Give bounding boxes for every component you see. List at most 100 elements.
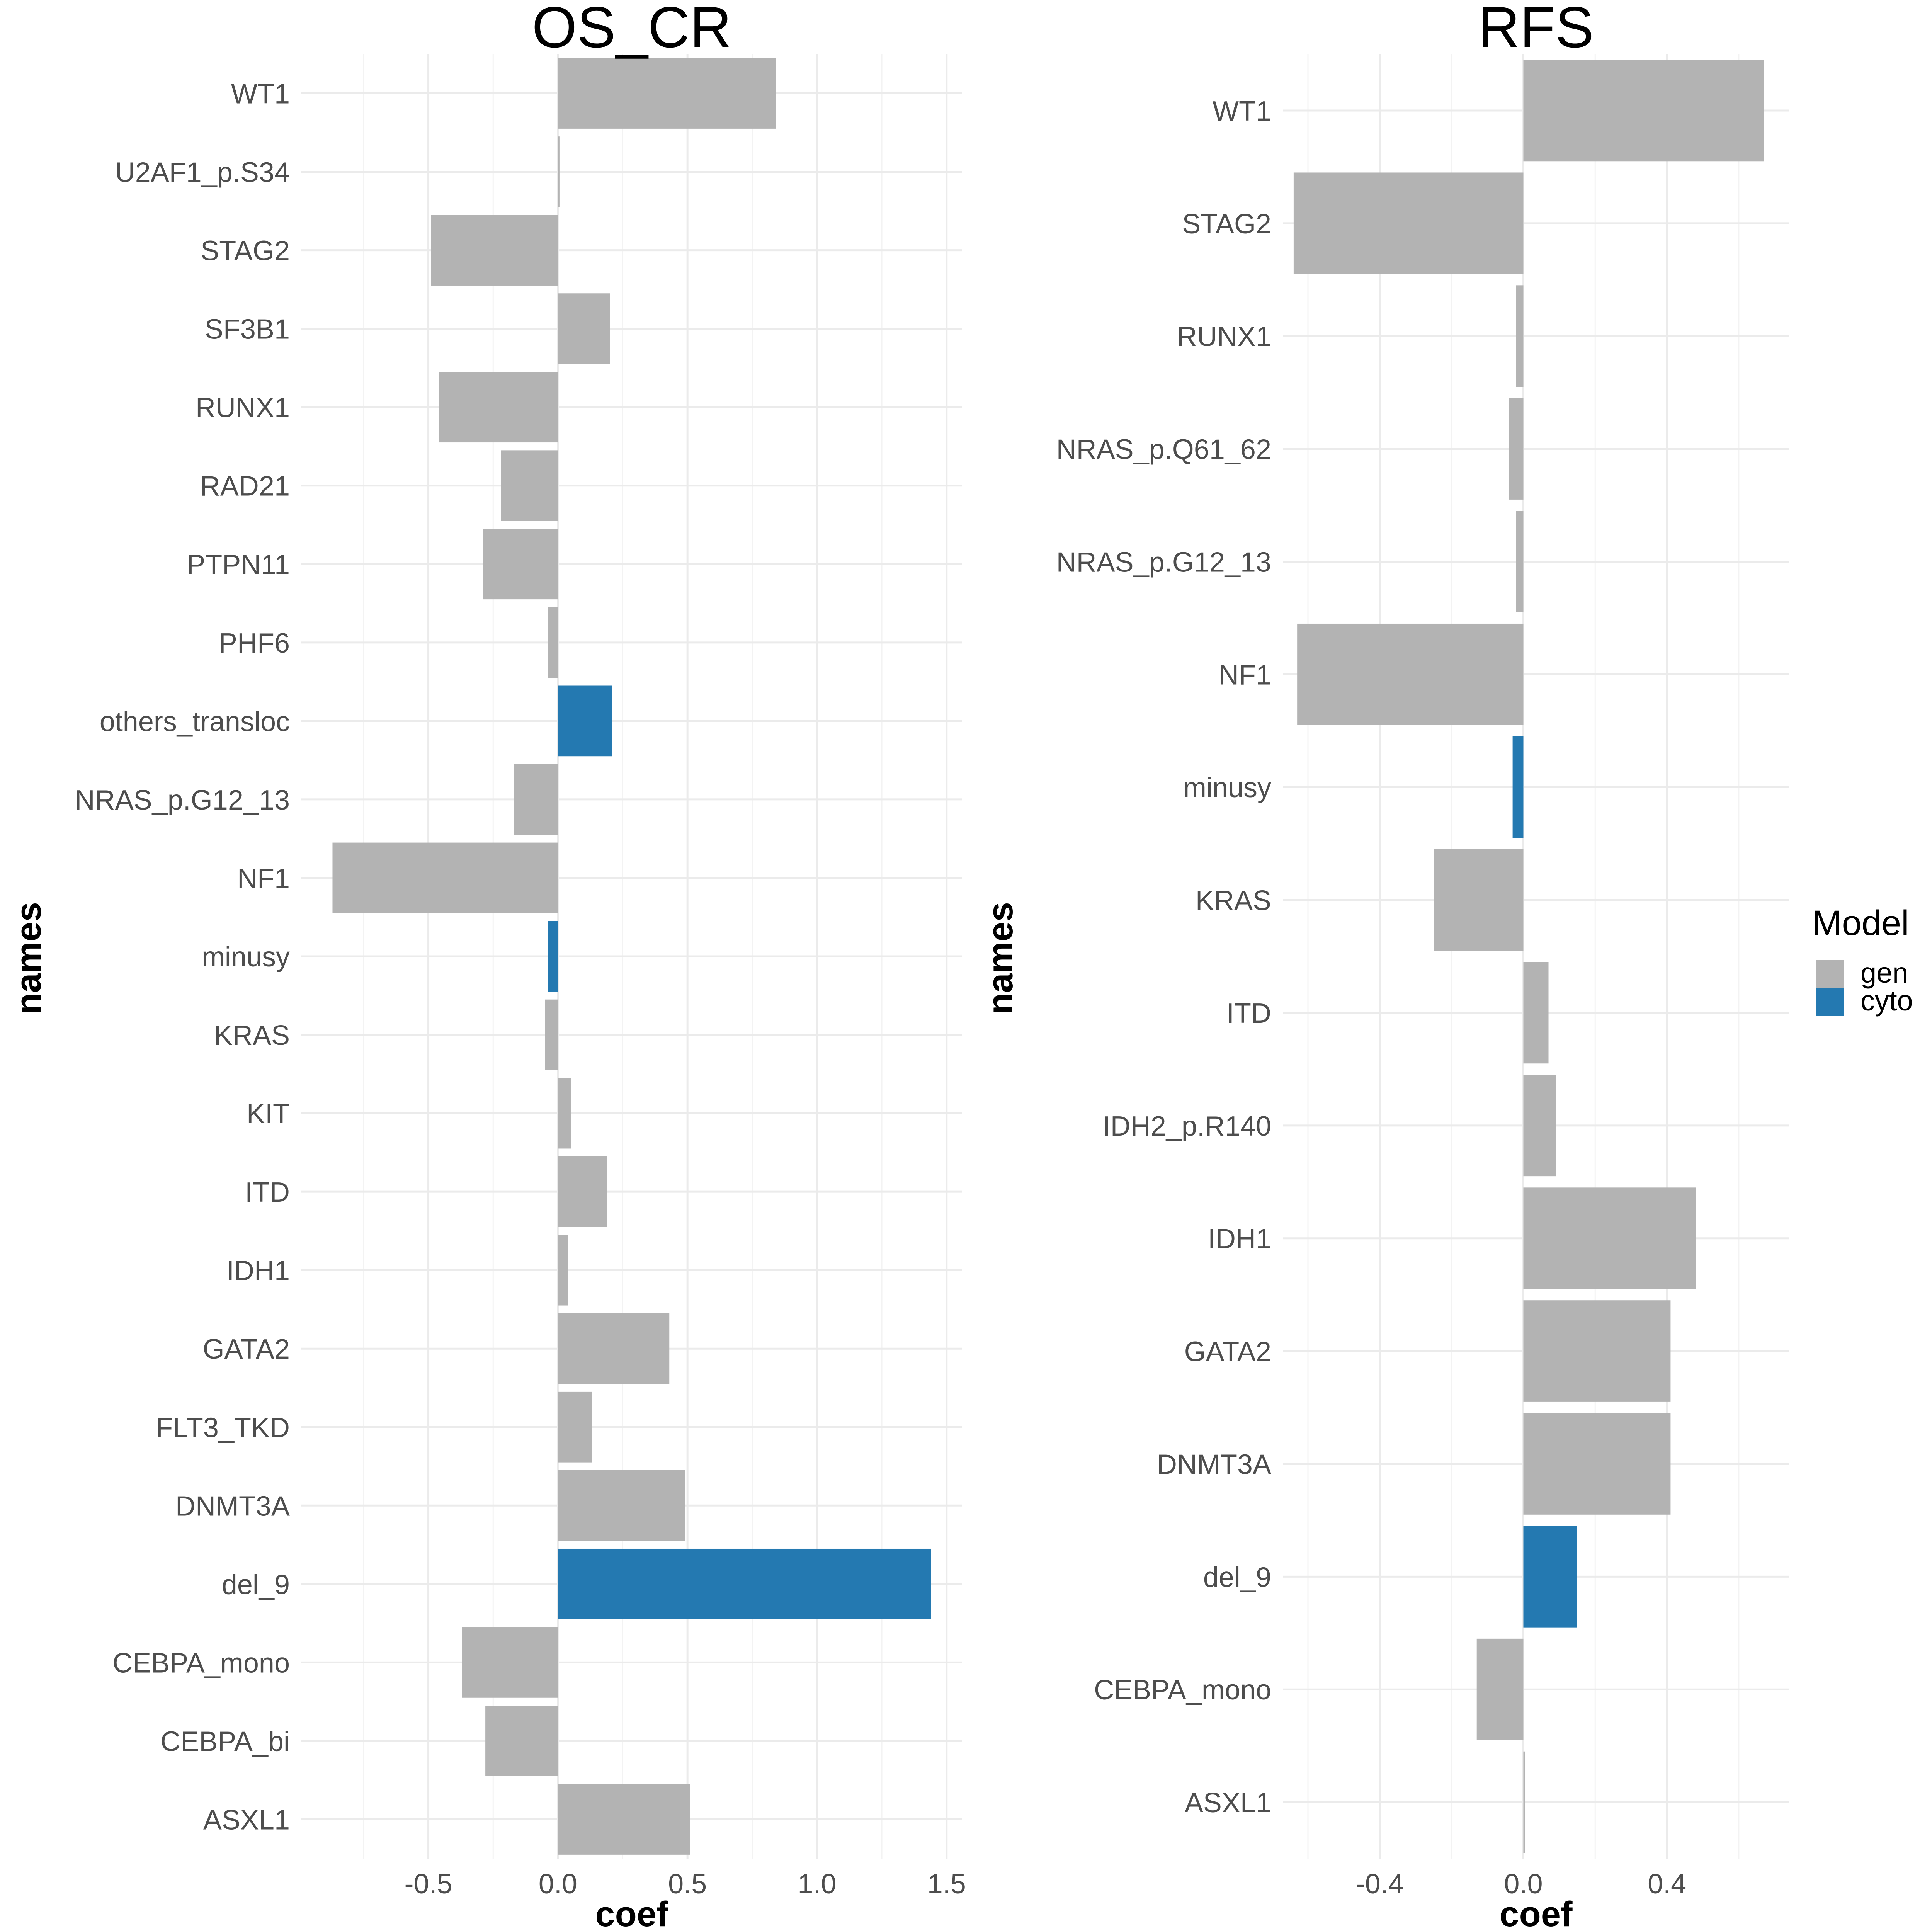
bar-idh2-p-r140 [1523, 1075, 1556, 1177]
ytick-label-nras-p-g12-13: NRAS_p.G12_13 [1056, 547, 1271, 578]
bar-asxl1 [558, 1784, 690, 1855]
legend-title: Model [1812, 903, 1909, 943]
legend-label-gen: gen [1861, 957, 1908, 989]
bar-del-9 [1523, 1526, 1577, 1628]
ytick-label-rad21: RAD21 [200, 471, 290, 502]
chart-title: OS_CR [532, 0, 732, 60]
xtick-label: 0.0 [539, 1869, 577, 1900]
x-axis-label: coef [1499, 1895, 1573, 1932]
ytick-label-runx1: RUNX1 [196, 393, 290, 423]
ytick-label-nf1: NF1 [237, 863, 290, 894]
xtick-label: 1.0 [798, 1869, 836, 1900]
bar-asxl1 [1523, 1751, 1525, 1853]
xtick-label: 1.5 [927, 1869, 966, 1900]
ytick-label-minusy: minusy [1183, 772, 1271, 803]
ytick-label-u2af1-p-s34: U2AF1_p.S34 [115, 157, 290, 188]
ytick-label-itd: ITD [245, 1177, 290, 1208]
xtick-label: 0.4 [1648, 1869, 1686, 1900]
bar-nf1 [332, 842, 558, 913]
bar-nras-p-q61-62 [1509, 398, 1524, 500]
bar-u2af1-p-s34 [558, 136, 560, 207]
bar-dnmt3a [558, 1470, 685, 1541]
x-axis-label: coef [595, 1895, 668, 1932]
ytick-label-del-9: del_9 [222, 1569, 290, 1600]
y-axis-label: names [981, 902, 1020, 1015]
bar-nras-p-g12-13 [1516, 511, 1524, 612]
y-axis-label: names [9, 902, 48, 1015]
ytick-label-kit: KIT [247, 1099, 290, 1129]
ytick-label-dnmt3a: DNMT3A [1157, 1449, 1271, 1480]
bar-minusy [1512, 736, 1524, 838]
legend-swatch-cyto [1816, 988, 1844, 1016]
bar-sf3b1 [558, 293, 610, 364]
bar-kras [1434, 849, 1524, 951]
ytick-label-phf6: PHF6 [219, 628, 290, 659]
bar-gata2 [558, 1313, 670, 1384]
ytick-label-nras-p-q61-62: NRAS_p.Q61_62 [1056, 434, 1271, 465]
ytick-label-itd: ITD [1226, 998, 1271, 1029]
bar-runx1 [439, 372, 558, 443]
bar-cebpa-bi [485, 1706, 558, 1776]
ytick-label-runx1: RUNX1 [1177, 321, 1271, 352]
bar-ptpn11 [483, 529, 558, 600]
bar-itd [558, 1156, 607, 1227]
bar-nf1 [1297, 623, 1524, 725]
ytick-label-idh1: IDH1 [1208, 1224, 1271, 1255]
bar-runx1 [1516, 285, 1524, 387]
xtick-label: 0.5 [668, 1869, 707, 1900]
bar-itd [1523, 962, 1549, 1064]
ytick-label-wt1: WT1 [1213, 96, 1271, 127]
bar-kras [545, 999, 558, 1070]
ytick-label-sf3b1: SF3B1 [205, 314, 290, 345]
bar-gata2 [1523, 1300, 1671, 1402]
bar-stag2 [1293, 172, 1524, 274]
bar-idh1 [558, 1235, 568, 1306]
bar-wt1 [558, 58, 776, 129]
bar-cebpa-mono [462, 1627, 558, 1698]
bar-del-9 [558, 1548, 931, 1619]
rfs-panel: WT1 STAG2 RUNX1 NRAS_p.Q61_62 NRAS_p.G12_13 N… [981, 0, 1789, 1932]
ytick-label-ptpn11: PTPN11 [187, 549, 290, 580]
ytick-label-cebpa-bi: CEBPA_bi [160, 1726, 290, 1757]
bar-flt3-tkd [558, 1391, 592, 1463]
os-cr-panel: WT1 U2AF1_p.S34 STAG2 SF3B1 RUNX1 RAD21 PTPN11… [9, 0, 966, 1932]
xtick-label: -0.5 [405, 1869, 452, 1900]
ytick-label-minusy: minusy [202, 942, 290, 973]
ytick-label-flt3-tkd: FLT3_TKD [156, 1412, 290, 1443]
bar-stag2 [431, 215, 558, 286]
ytick-label-gata2: GATA2 [1184, 1337, 1271, 1367]
ytick-label-dnmt3a: DNMT3A [175, 1491, 290, 1522]
legend-swatch-gen [1816, 960, 1844, 988]
bar-cebpa-mono [1476, 1638, 1524, 1740]
ytick-label-stag2: STAG2 [201, 236, 290, 267]
ytick-label-asxl1: ASXL1 [1185, 1787, 1271, 1818]
bar-rad21 [501, 450, 558, 521]
ytick-label-idh2-p-r140: IDH2_p.R140 [1103, 1111, 1271, 1142]
xtick-label: 0.0 [1504, 1869, 1543, 1900]
legend-label-cyto: cyto [1861, 985, 1913, 1017]
ytick-label-nf1: NF1 [1219, 660, 1271, 690]
bar-phf6 [548, 607, 558, 678]
bar-wt1 [1523, 60, 1764, 162]
ytick-label-asxl1: ASXL1 [203, 1804, 290, 1835]
ytick-label-wt1: WT1 [231, 79, 290, 110]
ytick-label-kras: KRAS [1196, 885, 1271, 916]
bar-minusy [548, 921, 558, 992]
bar-idh1 [1523, 1187, 1696, 1289]
xtick-label: -0.4 [1356, 1869, 1404, 1900]
ytick-label-cebpa-mono: CEBPA_mono [112, 1648, 290, 1679]
ytick-label-idh1: IDH1 [226, 1255, 290, 1286]
ytick-label-cebpa-mono: CEBPA_mono [1094, 1675, 1271, 1706]
bar-kit [558, 1078, 571, 1149]
ytick-label-nras-p-g12-13: NRAS_p.G12_13 [75, 785, 290, 816]
ytick-label-del-9: del_9 [1203, 1562, 1271, 1593]
bar-dnmt3a [1523, 1413, 1671, 1515]
bar-nras-p-g12-13 [514, 764, 558, 835]
ytick-label-stag2: STAG2 [1182, 209, 1271, 240]
bar-others-transloc [558, 685, 612, 757]
ytick-label-gata2: GATA2 [203, 1334, 290, 1365]
chart-title: RFS [1478, 0, 1594, 60]
ytick-label-kras: KRAS [214, 1020, 290, 1051]
